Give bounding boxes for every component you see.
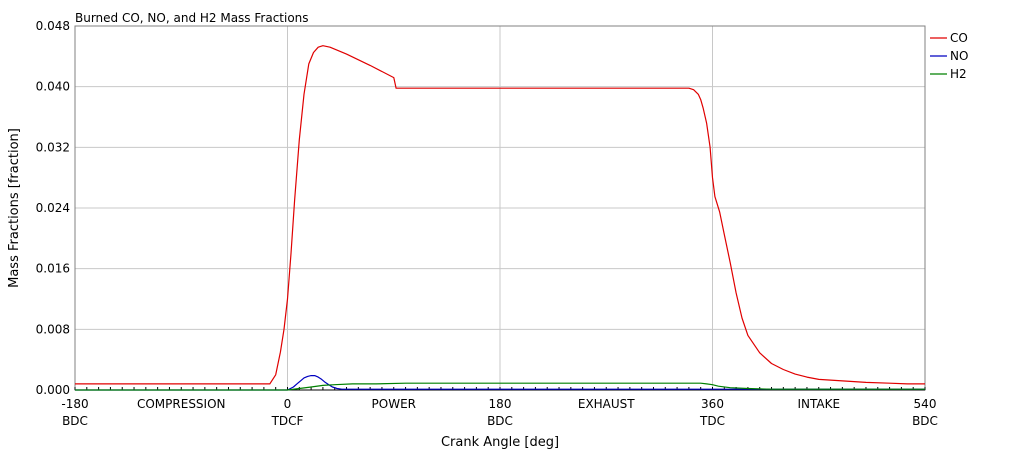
legend-label-h2: H2	[950, 67, 967, 81]
series-line-no	[75, 375, 925, 391]
y-tick-labels: 0.000 0.008 0.016 0.024 0.032 0.040 0.048	[36, 19, 70, 397]
y-tick-label: 0.032	[36, 140, 70, 154]
phase-label: COMPRESSION	[137, 397, 226, 411]
y-axis-label: Mass Fractions [fraction]	[7, 128, 22, 288]
x-tick-sublabel: BDC	[487, 414, 513, 428]
chart-title: Burned CO, NO, and H2 Mass Fractions	[75, 11, 309, 25]
x-tick-label: 180	[489, 397, 512, 411]
y-tick-label: 0.048	[36, 19, 70, 33]
series-line-co	[75, 45, 925, 385]
grid	[74, 25, 926, 391]
x-tick-sublabel: TDCF	[271, 414, 304, 428]
x-tick-sublabel: BDC	[62, 414, 88, 428]
x-tick-label: 0	[284, 397, 292, 411]
phase-label: POWER	[372, 397, 416, 411]
series-line-h2	[75, 382, 925, 391]
y-tick-label: 0.000	[36, 383, 70, 397]
x-tick-label: -180	[61, 397, 88, 411]
phase-label: EXHAUST	[578, 397, 635, 411]
series-lines	[75, 45, 925, 391]
y-tick-label: 0.016	[36, 262, 70, 276]
x-tick-label: 540	[914, 397, 937, 411]
x-tick-labels: -180 BDC 0 TDCF 180 BDC 360 TDC 540 BDC	[61, 397, 938, 428]
legend-label-no: NO	[950, 49, 968, 63]
y-tick-label: 0.024	[36, 201, 70, 215]
x-tick-sublabel: BDC	[912, 414, 938, 428]
phase-label: INTAKE	[797, 397, 840, 411]
legend: CO NO H2	[930, 31, 968, 81]
phase-labels: COMPRESSION POWER EXHAUST INTAKE	[137, 397, 840, 411]
y-tick-label: 0.008	[36, 322, 70, 336]
legend-label-co: CO	[950, 31, 968, 45]
x-tick-label: 360	[701, 397, 724, 411]
x-tick-sublabel: TDC	[699, 414, 725, 428]
y-tick-label: 0.040	[36, 80, 70, 94]
x-axis-label: Crank Angle [deg]	[441, 435, 559, 450]
